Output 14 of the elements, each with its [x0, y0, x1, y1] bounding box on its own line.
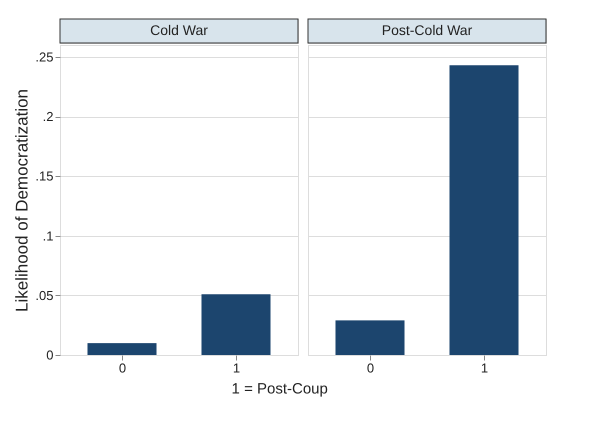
- y-tick-label: .25: [35, 49, 54, 64]
- chart-title: Post-Cold War: [382, 22, 473, 38]
- x-tick-label: 0: [366, 360, 374, 376]
- y-axis-title: Likelihood of Democratization: [12, 88, 32, 312]
- y-tick-label: .05: [35, 288, 54, 303]
- y-tick-label: 0: [46, 348, 54, 362]
- chart-title: Cold War: [150, 22, 208, 38]
- y-tick-label: .15: [35, 168, 54, 184]
- x-axis-title: 1 = Post-Coup: [232, 380, 328, 398]
- y-tick-label: .1: [42, 228, 54, 244]
- x-tick-label: 0: [118, 360, 126, 376]
- x-tick-label: 1: [232, 360, 240, 376]
- x-tick-label: 1: [480, 360, 488, 376]
- y-tick-label: .2: [42, 109, 54, 124]
